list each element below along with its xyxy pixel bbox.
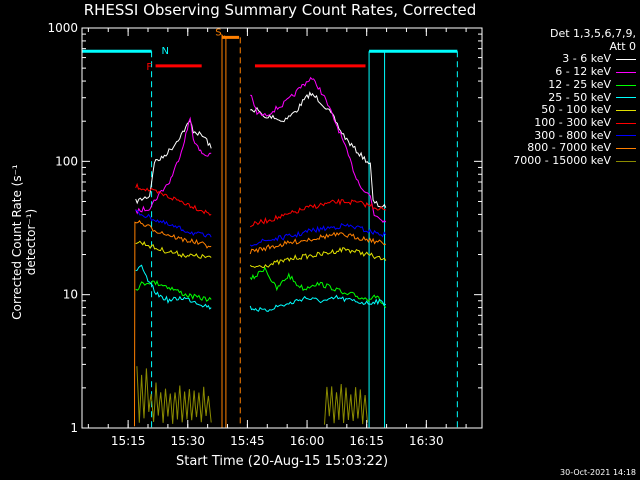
legend-entry: 3 - 6 keV [484,53,636,66]
timestamp: 30-Oct-2021 14:18 [560,468,636,477]
flare-label: F [146,62,152,73]
legend-swatch [616,135,636,137]
annotations-layer: N S F [81,27,458,428]
series-8-segment-0 [136,366,212,424]
series-5-segment-1 [249,198,387,228]
legend-swatch [616,122,636,124]
x-tick-label-5: 16:30 [409,434,444,448]
series-3-segment-0 [135,264,212,310]
series-5-segment-0 [135,182,212,216]
legend-swatch [616,59,636,61]
legend-entry-label: 3 - 6 keV [562,52,611,66]
x-tick-label-2: 15:45 [230,434,265,448]
legend-swatch [616,110,636,112]
legend-entry-label: 100 - 300 keV [534,115,611,129]
series-2-segment-0 [135,279,212,302]
series-6-segment-1 [249,222,387,247]
legend-entry-label: 12 - 25 keV [548,77,611,91]
legend-entry: 100 - 300 keV [484,115,636,130]
legend-entry: 300 - 800 keV [484,128,636,143]
legend-header-line1: Det 1,3,5,6,7,9, [549,27,636,40]
x-tick-label-3: 16:00 [290,434,325,448]
legend: Det 1,3,5,6,7,9, Att 0 3 - 6 keV 6 - 12 k… [484,27,636,168]
y-tick-label-1: 10 [63,288,78,302]
legend-entry-label: 800 - 7000 keV [527,141,611,155]
legend-entry: 25 - 50 keV [484,90,636,105]
legend-swatch [616,160,636,162]
y-tick-label-3: 1000 [47,21,78,35]
axes-layer: 1 10 100 1000 15:15 15:30 15:45 16:00 16:15 16:30 [47,21,483,448]
legend-entry-label: 300 - 800 keV [534,128,611,142]
series-2-segment-1 [249,266,387,308]
legend-swatch [616,97,636,99]
chart-title: RHESSI Observing Summary Count Rates, Co… [83,1,477,19]
series-4-segment-0 [135,240,212,259]
y-tick-label-0: 1 [70,421,78,435]
series-7-segment-1 [221,33,227,428]
series-1-segment-0 [135,116,212,215]
cyan-label: N [162,46,169,57]
legend-entry: 50 - 100 keV [484,104,636,117]
legend-entry-label: 25 - 50 keV [548,90,611,104]
legend-header-line2: Att 0 [609,39,636,53]
legend-entry: 7000 - 15000 keV [484,154,636,168]
series-0-segment-1 [250,91,387,208]
y-axis-label: Corrected Count Rate (s⁻¹ detector⁻¹) [10,164,38,320]
y-tick-label-2: 100 [55,154,78,168]
series-4-segment-1 [249,246,387,269]
x-axis-label: Start Time (20-Aug-15 15:03:22) [175,454,389,469]
legend-swatch [616,148,636,150]
legend-entry-label: 7000 - 15000 keV [513,154,611,168]
series-8-segment-1 [324,383,368,425]
series-7-segment-2 [249,231,387,255]
x-tick-label-0: 15:15 [111,434,146,448]
series-layer [134,33,387,428]
x-tick-label-1: 15:30 [170,434,205,448]
legend-entry: 12 - 25 keV [484,77,636,92]
series-6-segment-0 [135,209,212,238]
series-7-segment-0 [134,219,212,427]
x-tick-label-4: 16:15 [349,434,384,448]
series-3-segment-1 [249,294,387,312]
series-1-segment-1 [250,76,387,223]
plot-frame [81,27,483,429]
legend-swatch [616,84,636,86]
legend-entry-label: 50 - 100 keV [541,103,611,117]
legend-entry: 6 - 12 keV [484,65,636,79]
series-0-segment-0 [135,119,212,205]
orange-label: S [215,27,221,38]
legend-entry-label: 6 - 12 keV [555,65,611,79]
legend-entry: 800 - 7000 keV [484,142,636,155]
legend-swatch [616,71,636,73]
